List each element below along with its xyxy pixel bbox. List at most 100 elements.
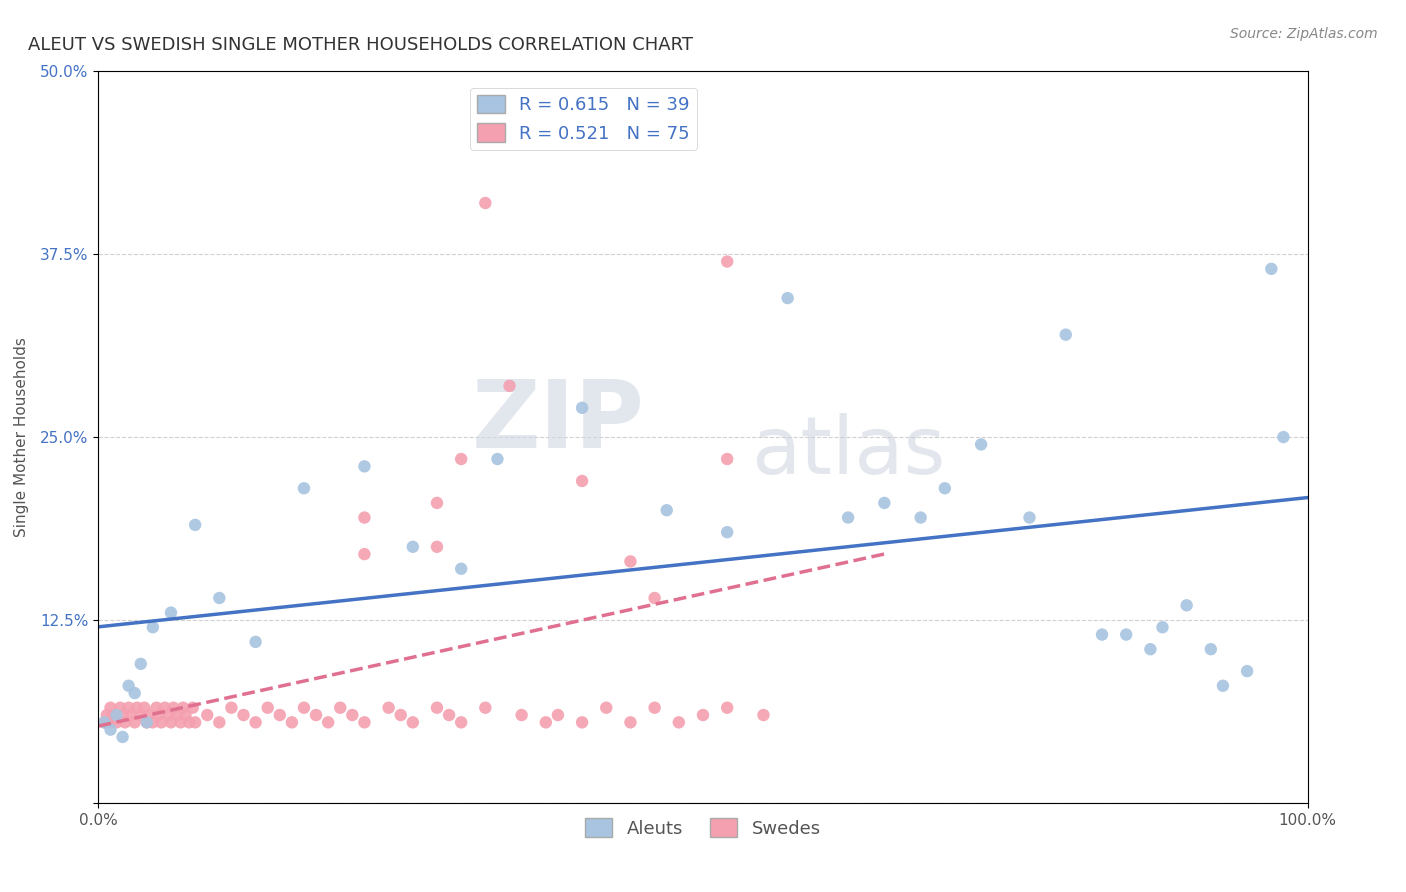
- Point: [426, 496, 449, 510]
- Point: [426, 540, 449, 554]
- Point: [118, 700, 141, 714]
- Point: [776, 291, 799, 305]
- Point: [692, 708, 714, 723]
- Point: [127, 700, 149, 714]
- Point: [1212, 679, 1234, 693]
- Point: [93, 715, 115, 730]
- Point: [172, 700, 194, 714]
- Point: [138, 708, 160, 723]
- Point: [716, 254, 738, 268]
- Point: [105, 715, 128, 730]
- Point: [1236, 664, 1258, 678]
- Point: [474, 196, 496, 211]
- Point: [100, 723, 122, 737]
- Point: [153, 700, 176, 714]
- Point: [450, 562, 472, 576]
- Point: [486, 452, 509, 467]
- Point: [426, 700, 449, 714]
- Point: [124, 686, 146, 700]
- Point: [534, 715, 557, 730]
- Point: [245, 715, 267, 730]
- Point: [970, 437, 993, 451]
- Point: [353, 715, 375, 730]
- Point: [1260, 261, 1282, 276]
- Point: [752, 708, 775, 723]
- Point: [1018, 510, 1040, 524]
- Point: [316, 715, 339, 730]
- Point: [129, 657, 152, 671]
- Point: [305, 708, 328, 723]
- Point: [353, 459, 375, 474]
- Point: [160, 715, 183, 730]
- Point: [221, 700, 243, 714]
- Point: [655, 503, 678, 517]
- Point: [1175, 599, 1198, 613]
- Point: [292, 481, 315, 495]
- Point: [100, 700, 122, 714]
- Point: [1115, 627, 1137, 641]
- Point: [1091, 627, 1114, 641]
- Point: [134, 700, 156, 714]
- Text: atlas: atlas: [751, 413, 945, 491]
- Point: [329, 700, 352, 714]
- Point: [377, 700, 399, 714]
- Point: [571, 474, 593, 488]
- Point: [510, 708, 533, 723]
- Text: ZIP: ZIP: [471, 376, 644, 468]
- Point: [353, 510, 375, 524]
- Point: [547, 708, 569, 723]
- Point: [619, 554, 641, 568]
- Point: [118, 679, 141, 693]
- Point: [98, 715, 121, 730]
- Point: [148, 708, 170, 723]
- Point: [644, 700, 666, 714]
- Point: [124, 715, 146, 730]
- Point: [208, 715, 231, 730]
- Point: [450, 715, 472, 730]
- Text: ALEUT VS SWEDISH SINGLE MOTHER HOUSEHOLDS CORRELATION CHART: ALEUT VS SWEDISH SINGLE MOTHER HOUSEHOLD…: [28, 36, 693, 54]
- Point: [111, 730, 134, 744]
- Point: [353, 547, 375, 561]
- Point: [716, 452, 738, 467]
- Point: [208, 591, 231, 605]
- Point: [111, 708, 134, 723]
- Point: [716, 525, 738, 540]
- Point: [450, 452, 472, 467]
- Point: [292, 700, 315, 714]
- Point: [474, 700, 496, 714]
- Point: [498, 379, 520, 393]
- Point: [571, 715, 593, 730]
- Point: [120, 708, 142, 723]
- Point: [105, 708, 128, 723]
- Point: [181, 700, 204, 714]
- Point: [184, 517, 207, 532]
- Point: [96, 708, 118, 723]
- Point: [595, 700, 617, 714]
- Point: [162, 700, 184, 714]
- Point: [437, 708, 460, 723]
- Point: [644, 591, 666, 605]
- Point: [619, 715, 641, 730]
- Point: [1139, 642, 1161, 657]
- Point: [150, 715, 173, 730]
- Point: [1272, 430, 1295, 444]
- Point: [195, 708, 218, 723]
- Point: [129, 708, 152, 723]
- Point: [256, 700, 278, 714]
- Point: [668, 715, 690, 730]
- Point: [1199, 642, 1222, 657]
- Point: [179, 715, 201, 730]
- Point: [910, 510, 932, 524]
- Point: [157, 708, 180, 723]
- Point: [571, 401, 593, 415]
- Point: [269, 708, 291, 723]
- Point: [174, 708, 197, 723]
- Point: [160, 606, 183, 620]
- Point: [135, 715, 157, 730]
- Y-axis label: Single Mother Households: Single Mother Households: [14, 337, 30, 537]
- Point: [184, 715, 207, 730]
- Point: [402, 540, 425, 554]
- Point: [837, 510, 859, 524]
- Point: [281, 715, 304, 730]
- Point: [402, 715, 425, 730]
